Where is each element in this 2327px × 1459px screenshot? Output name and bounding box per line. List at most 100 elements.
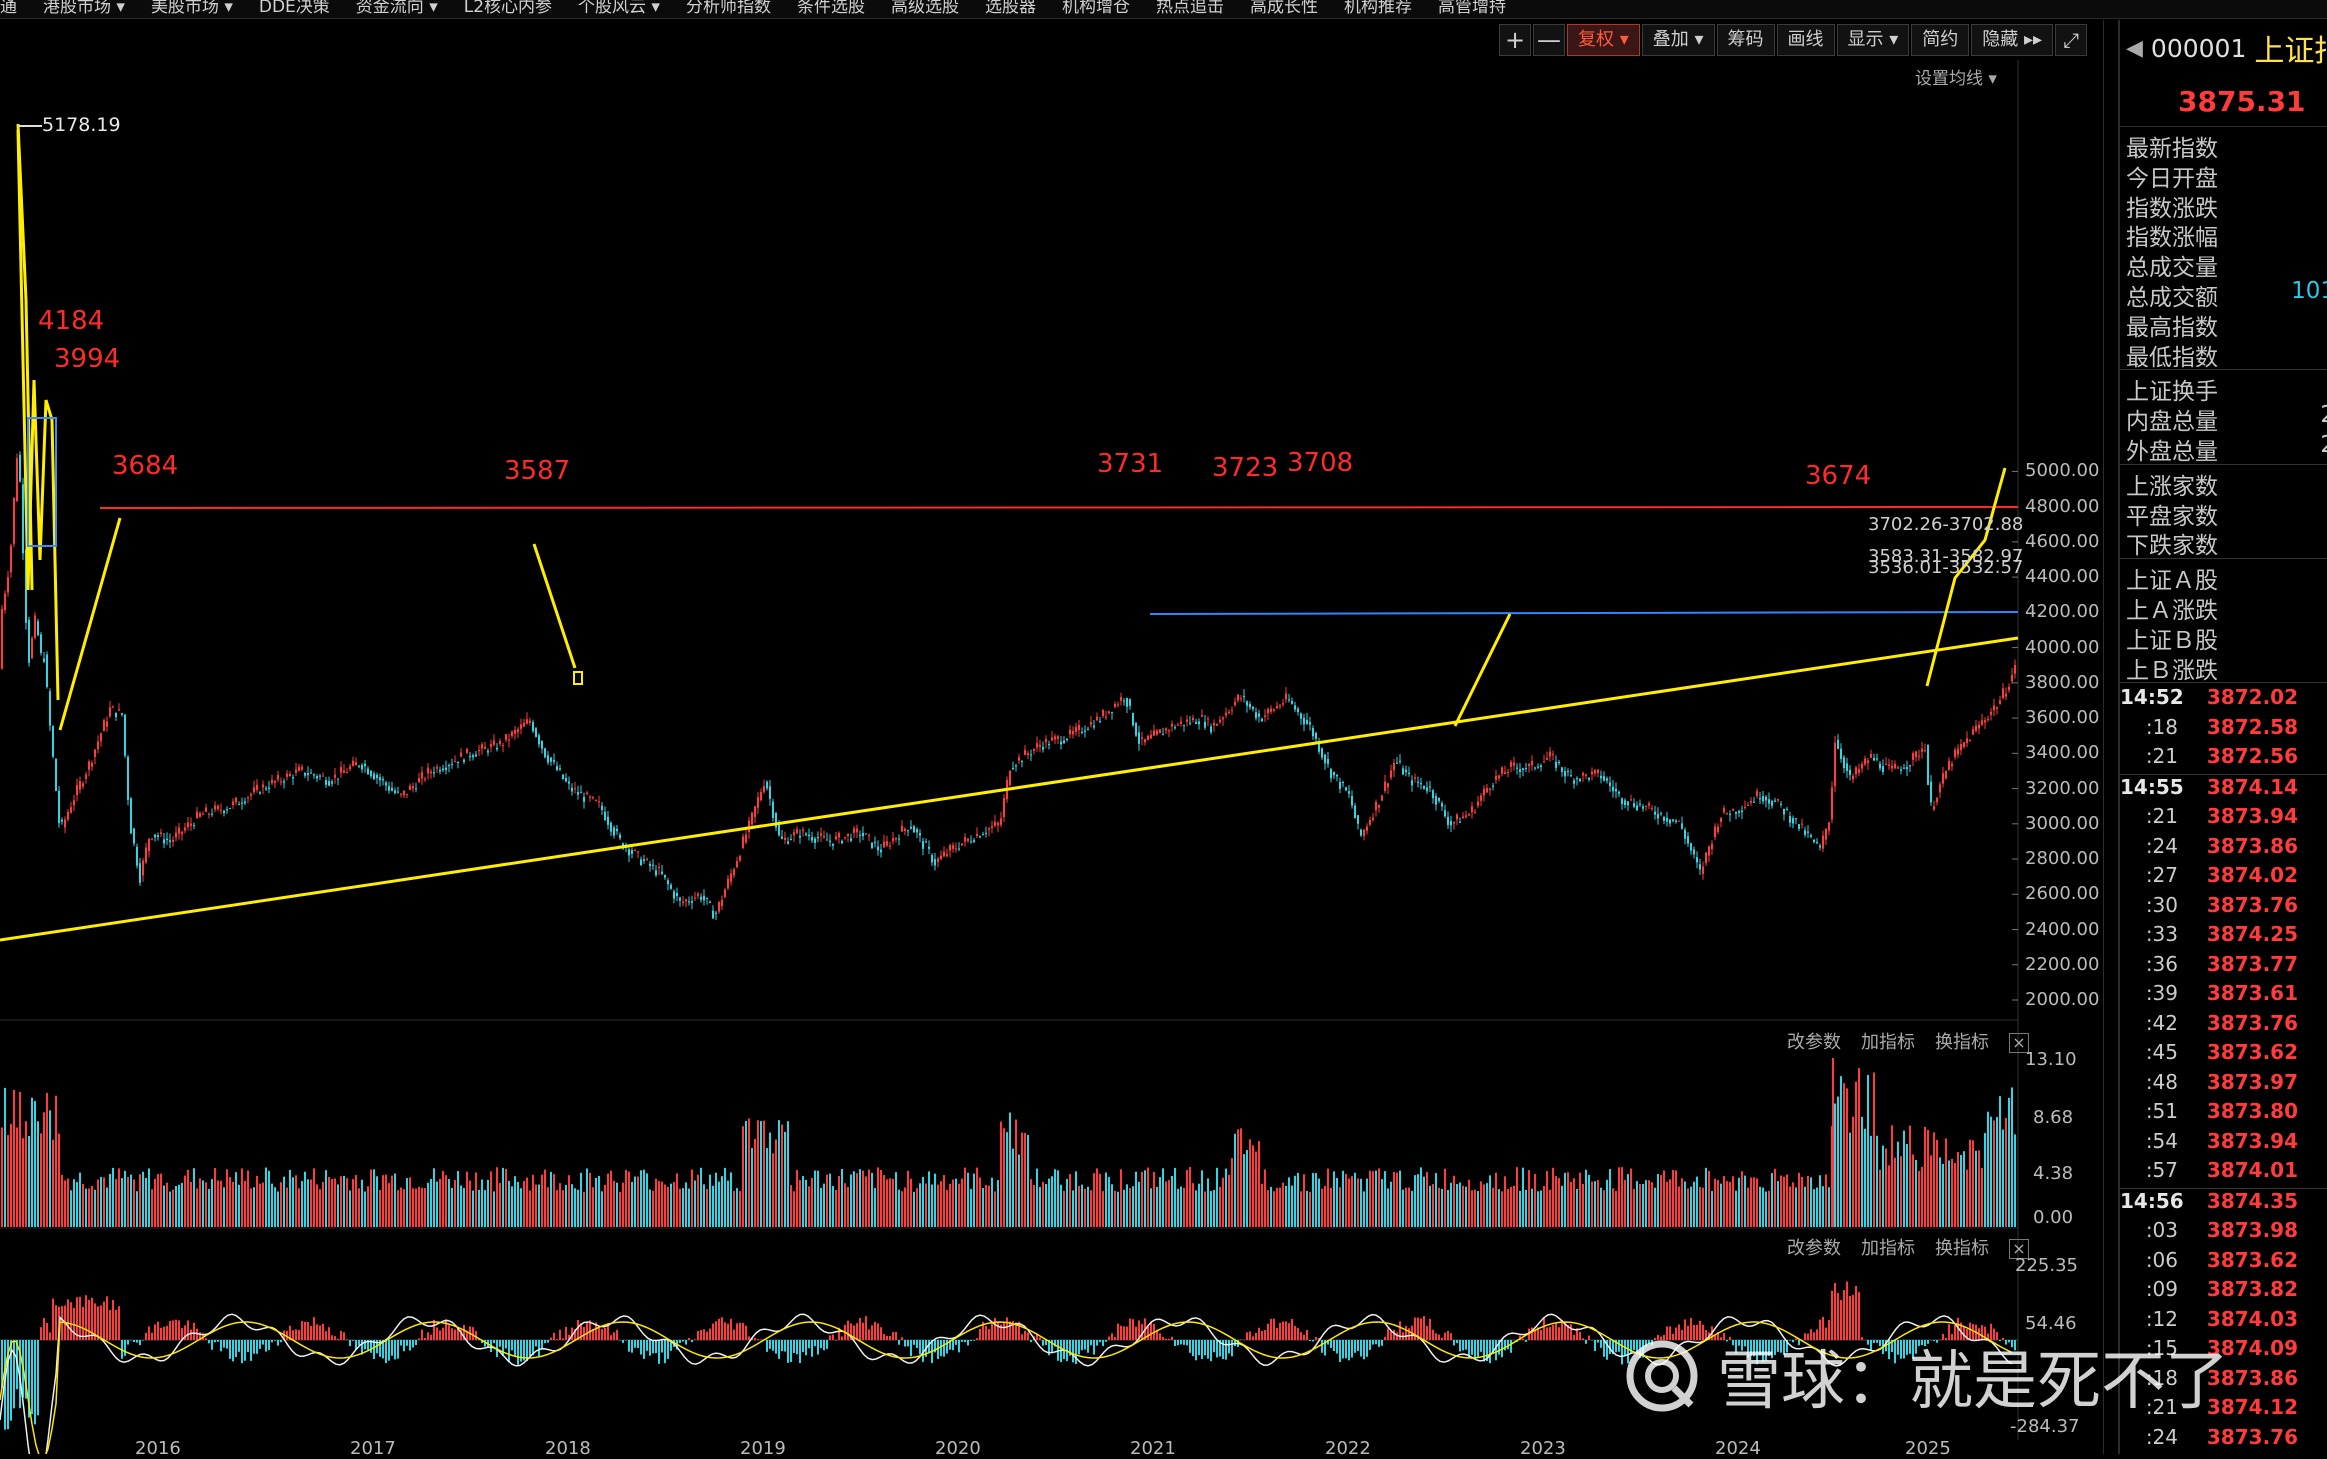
macd-bar (802, 1340, 804, 1352)
tick-price: 3873.76 (2178, 893, 2298, 923)
volume-bar (457, 1171, 459, 1227)
quote-label: 上Ｂ涨跌 (2126, 651, 2218, 681)
volume-bar (418, 1187, 420, 1227)
edit-params-button[interactable]: 改参数 (1787, 1032, 1841, 1053)
volume-bar (307, 1179, 309, 1227)
volume-bar (802, 1176, 804, 1227)
quote-row: 指数涨幅 (2120, 218, 2327, 248)
candle-body (1591, 772, 1593, 775)
candle-body (1756, 791, 1758, 796)
candle-body (373, 774, 375, 780)
switch-indicator-button[interactable]: 换指标 (1935, 1032, 1989, 1053)
macd-bar (772, 1340, 774, 1351)
volume-bar (1735, 1191, 1737, 1227)
volume-bar (1552, 1168, 1554, 1227)
macd-bar (1216, 1340, 1218, 1357)
candle-body (649, 864, 651, 866)
macd-bar (1450, 1333, 1452, 1340)
volume-bar (442, 1171, 444, 1227)
volume-bar (100, 1177, 102, 1227)
macd-bar (163, 1327, 165, 1340)
prev-stock-icon[interactable]: ◀ (2126, 36, 2143, 61)
volume-bar (400, 1187, 402, 1227)
candle-body (652, 865, 654, 866)
volume-bar (616, 1183, 618, 1227)
add-indicator-button[interactable]: 加指标 (1861, 1032, 1915, 1053)
volume-bar (1372, 1171, 1374, 1227)
add-indicator-button[interactable]: 加指标 (1861, 1238, 1915, 1259)
macd-bar (1105, 1340, 1107, 1342)
macd-bar (349, 1340, 351, 1346)
tick-price: 3874.14 (2178, 775, 2298, 805)
volume-bar (1267, 1190, 1269, 1227)
expand-icon[interactable]: ⤢ (2055, 24, 2087, 56)
candle-body (1345, 787, 1347, 790)
volume-bar (895, 1172, 897, 1227)
volume-bar (193, 1168, 195, 1227)
candle-body (46, 655, 48, 687)
candle-body (1078, 725, 1080, 730)
volume-bar (763, 1121, 765, 1227)
year-label: 2020 (935, 1438, 981, 1459)
volume-bar (1186, 1170, 1188, 1227)
volume-bar (280, 1182, 282, 1227)
volume-bar (1078, 1186, 1080, 1227)
volume-bar (82, 1184, 84, 1227)
candle-body (1087, 729, 1089, 730)
candle-body (37, 621, 39, 635)
macd-bar (475, 1331, 477, 1340)
candle-body (1843, 757, 1845, 768)
volume-bar (505, 1169, 507, 1227)
candle-body (49, 691, 51, 725)
macd-bar (1549, 1327, 1551, 1340)
candle-body (1327, 759, 1329, 764)
quote-label: 总成交额 (2126, 278, 2218, 308)
volume-bar (208, 1189, 210, 1227)
candle-body (661, 872, 663, 874)
volume-bar (820, 1188, 822, 1227)
volume-bar (970, 1189, 972, 1227)
switch-indicator-button[interactable]: 换指标 (1935, 1238, 1989, 1259)
panel-divider[interactable] (2103, 20, 2116, 1454)
vol-axis-label: 8.68 (2033, 1107, 2073, 1128)
volume-bar (1315, 1173, 1317, 1227)
kline-chart[interactable] (0, 0, 2020, 1454)
volume-bar (1249, 1139, 1251, 1227)
volume-bar (526, 1178, 528, 1227)
volume-bar (493, 1191, 495, 1227)
candle-body (1180, 722, 1182, 724)
volume-bar (1534, 1174, 1536, 1227)
candle-body (1816, 842, 1818, 843)
quote-label: 最新指数 (2126, 129, 2218, 159)
volume-bar (670, 1184, 672, 1227)
edit-params-button[interactable]: 改参数 (1787, 1238, 1841, 1259)
macd-bar (1129, 1318, 1131, 1340)
volume-bar (607, 1174, 609, 1227)
volume-bar (1039, 1187, 1041, 1227)
volume-bar (1453, 1176, 1455, 1227)
volume-bar (328, 1177, 330, 1227)
volume-bar (1753, 1177, 1755, 1227)
volume-bar (1492, 1188, 1494, 1227)
macd-bar (169, 1321, 171, 1340)
volume-bar (1672, 1170, 1674, 1227)
candle-body (1291, 701, 1293, 704)
macd-bar (760, 1339, 762, 1340)
volume-bar (1522, 1168, 1524, 1227)
macd-bar (466, 1332, 468, 1340)
candle-body (427, 768, 429, 774)
volume-bar (589, 1173, 591, 1227)
volume-bar (487, 1180, 489, 1227)
macd-bar (1258, 1328, 1260, 1340)
volume-bar (1330, 1188, 1332, 1227)
macd-bar (100, 1305, 102, 1340)
candle-body (1495, 776, 1497, 780)
volume-bar (1423, 1177, 1425, 1227)
candle-body (1381, 795, 1383, 800)
volume-bar (733, 1191, 735, 1227)
tick-time: :18 (2120, 715, 2178, 745)
volume-bar (79, 1173, 81, 1227)
volume-bar (322, 1182, 324, 1227)
